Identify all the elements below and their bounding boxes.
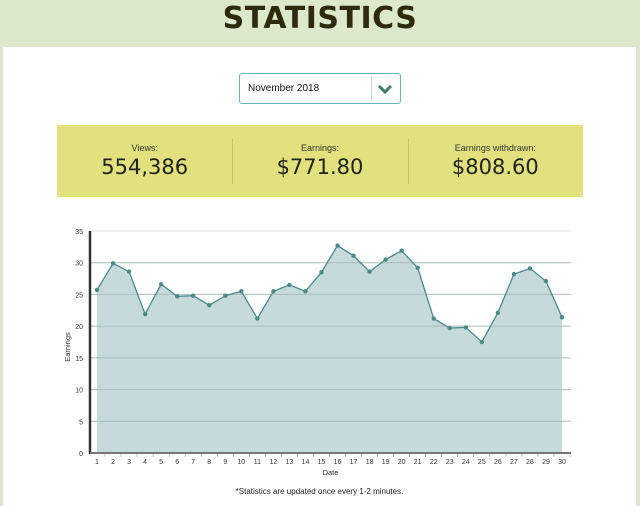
- stat-value: $808.60: [451, 155, 539, 179]
- y-tick-label: 30: [75, 261, 83, 268]
- earnings-line: [96, 244, 563, 344]
- x-tick-label: 27: [510, 459, 518, 466]
- data-point: [527, 266, 533, 271]
- x-tick-label: 18: [366, 459, 374, 466]
- x-tick-label: 24: [462, 459, 470, 466]
- x-tick-label: 10: [237, 459, 245, 466]
- x-tick-label: 17: [350, 459, 358, 466]
- data-point: [383, 257, 388, 262]
- data-point: [367, 269, 372, 274]
- stats-panel: Views: 554,386 Earnings: $771.80 Earning…: [57, 125, 583, 197]
- x-tick-label: 5: [159, 459, 163, 466]
- y-tick-label: 0: [79, 451, 83, 458]
- x-tick-label: 23: [446, 459, 454, 466]
- x-tick-label: 9: [223, 459, 227, 466]
- x-tick-label: 26: [494, 459, 502, 466]
- stat-label: Earnings:: [300, 143, 339, 153]
- stat-value: 554,386: [101, 155, 189, 179]
- stat-views: Views: 554,386: [57, 125, 232, 197]
- data-point: [351, 253, 356, 258]
- y-tick-label: 15: [75, 356, 83, 363]
- stat-value: $771.80: [276, 155, 364, 179]
- stat-earnings-withdrawn: Earnings withdrawn: $808.60: [407, 125, 583, 197]
- x-tick-label: 20: [398, 459, 406, 466]
- data-point: [543, 278, 549, 284]
- x-tick-label: 15: [318, 459, 326, 466]
- data-point: [207, 303, 212, 308]
- data-point: [511, 271, 517, 277]
- page-title: STATISTICS: [222, 1, 418, 36]
- x-tick-label: 14: [302, 459, 310, 466]
- footnote: *Statistics are updated once every 1-2 m…: [235, 487, 404, 496]
- data-point: [399, 248, 404, 253]
- data-point: [142, 311, 148, 317]
- y-tick-label: 25: [75, 292, 83, 299]
- data-point: [191, 293, 196, 298]
- stat-label: Views:: [131, 143, 158, 153]
- select-divider: [371, 77, 372, 100]
- x-tick-label: 19: [382, 459, 390, 466]
- data-point: [271, 289, 276, 294]
- y-tick-label: 35: [75, 229, 83, 236]
- data-point: [319, 270, 324, 275]
- data-point: [158, 282, 164, 287]
- x-tick-label: 8: [207, 459, 211, 466]
- x-tick-label: 25: [478, 459, 486, 466]
- earnings-area: [97, 245, 562, 453]
- y-tick-label: 10: [75, 388, 83, 395]
- chevron-down-icon[interactable]: [376, 82, 394, 96]
- x-tick-label: 29: [542, 459, 550, 466]
- x-tick-label: 28: [526, 459, 534, 466]
- data-point: [110, 261, 116, 266]
- data-point: [479, 339, 485, 345]
- statistics-card: November 2018 Views: 554,386 Earnings: $…: [3, 47, 636, 506]
- month-select-value: November 2018: [248, 83, 320, 94]
- data-point: [303, 289, 308, 294]
- data-point: [431, 316, 436, 321]
- x-tick-label: 12: [269, 459, 277, 466]
- y-tick-label: 5: [79, 419, 83, 426]
- x-tick-label: 21: [414, 459, 422, 466]
- data-point: [415, 265, 420, 270]
- x-axis-label: Date: [323, 468, 339, 477]
- data-point: [239, 289, 244, 294]
- data-point: [255, 316, 260, 321]
- data-point: [94, 287, 100, 293]
- x-tick-label: 3: [127, 459, 131, 466]
- x-tick-label: 22: [430, 459, 438, 466]
- y-axis-label: Earnings: [63, 332, 72, 362]
- data-point: [495, 310, 501, 316]
- x-tick-label: 4: [143, 459, 147, 466]
- data-point: [559, 315, 565, 320]
- x-tick-label: 1: [95, 459, 99, 466]
- x-tick-label: 13: [286, 459, 294, 466]
- data-point: [223, 293, 228, 298]
- y-tick-label: 20: [75, 324, 83, 331]
- x-tick-label: 7: [191, 459, 195, 466]
- x-tick-label: 6: [175, 459, 179, 466]
- data-point: [287, 282, 292, 288]
- data-point: [447, 325, 452, 331]
- x-tick-label: 16: [334, 459, 342, 466]
- data-point: [174, 294, 180, 299]
- x-tick-label: 30: [558, 459, 566, 466]
- data-point: [126, 269, 132, 274]
- data-point: [463, 325, 468, 330]
- data-point: [335, 243, 340, 248]
- stat-earnings: Earnings: $771.80: [232, 125, 407, 197]
- x-tick-label: 11: [254, 459, 261, 466]
- stat-label: Earnings withdrawn:: [454, 143, 536, 153]
- month-select[interactable]: November 2018: [239, 73, 401, 104]
- x-tick-label: 2: [111, 459, 115, 466]
